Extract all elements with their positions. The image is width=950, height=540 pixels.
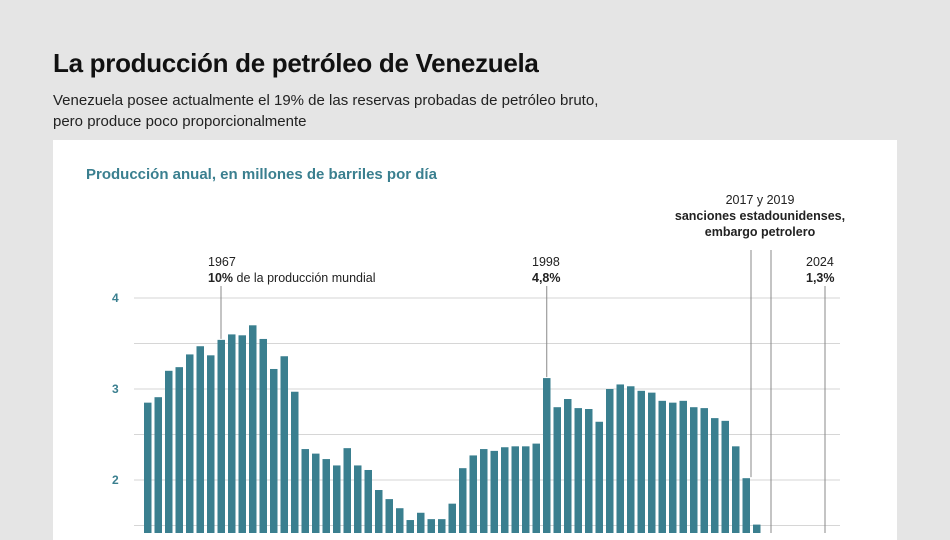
bar-2003: [595, 421, 603, 533]
bar-2012: [690, 407, 698, 533]
bar-2006: [627, 386, 635, 533]
bar-1995: [511, 446, 519, 533]
annotation-1998: 1998 4,8%: [532, 254, 561, 286]
annotation-year: 1967: [208, 255, 236, 269]
bar-1983: [385, 499, 393, 533]
bar-1970: [249, 325, 257, 533]
bar-1963: [175, 367, 183, 533]
bar-1980: [354, 465, 362, 533]
annotation-1967: 1967 10% de la producción mundial: [208, 254, 375, 286]
bar-1973: [280, 356, 288, 533]
y-tick-label: 4: [112, 291, 119, 305]
chart-title: Producción anual, en millones de barrile…: [86, 166, 437, 183]
bar-1981: [364, 469, 372, 533]
bar-1975: [301, 449, 309, 533]
bar-2013: [700, 408, 708, 533]
bar-1965: [196, 346, 204, 533]
annotation-value: 1,3%: [806, 271, 835, 285]
bar-1978: [333, 465, 341, 533]
bar-1988: [438, 519, 446, 533]
bar-2005: [616, 384, 624, 533]
bar-2018: [753, 524, 761, 533]
annotation-year: 1998: [532, 255, 560, 269]
bar-2004: [606, 389, 614, 533]
bar-1991: [469, 455, 477, 533]
annotation-text: de la producción mundial: [233, 271, 376, 285]
annotation-2024: 2024 1,3%: [806, 254, 835, 286]
bar-1976: [312, 453, 320, 533]
bar-1997: [532, 443, 540, 533]
annotation-value: 4,8%: [532, 271, 561, 285]
bar-2002: [585, 409, 593, 533]
bar-1971: [259, 338, 267, 533]
bar-1977: [322, 459, 330, 533]
bar-2010: [669, 402, 677, 533]
bar-2000: [564, 399, 572, 533]
bar-1972: [270, 368, 278, 533]
page-subtitle: Venezuela posee actualmente el 19% de la…: [53, 90, 693, 132]
bar-2016: [732, 446, 740, 533]
bar-2015: [721, 420, 729, 533]
bar-1999: [553, 407, 561, 533]
bar-1967: [217, 339, 225, 533]
bar-2001: [574, 408, 582, 533]
bar-2011: [679, 400, 687, 533]
page-title: La producción de petróleo de Venezuela: [53, 48, 539, 78]
bar-1990: [459, 468, 467, 533]
bar-2007: [637, 390, 645, 533]
bar-2017: [742, 478, 750, 533]
bar-1964: [186, 354, 194, 533]
bar-2014: [711, 418, 719, 533]
bar-1984: [396, 508, 404, 533]
bar-1982: [375, 490, 383, 533]
bar-2009: [658, 400, 666, 533]
subtitle-line-1: Venezuela posee actualmente el 19% de la…: [53, 92, 599, 109]
bar-1989: [448, 503, 456, 533]
annotation-value: 10%: [208, 271, 234, 285]
annotation-year: 2017 y 2019: [725, 193, 795, 207]
y-tick-label: 2: [112, 473, 119, 487]
bar-1974: [291, 391, 299, 533]
bar-1960: [144, 402, 152, 533]
bar-1992: [480, 449, 488, 533]
subtitle-line-2: pero produce poco proporcionalmente: [53, 113, 307, 130]
bar-1969: [238, 335, 246, 533]
bar-1993: [490, 450, 498, 533]
annotation-text: embargo petrolero: [704, 225, 816, 239]
bar-1979: [343, 448, 351, 533]
bar-1998: [543, 378, 551, 533]
bar-1966: [207, 355, 215, 533]
bar-1962: [165, 370, 173, 533]
bar-1968: [228, 334, 236, 533]
annotation-sanctions: 2017 y 2019 sanciones estadounidenses, e…: [650, 192, 870, 240]
bar-1986: [417, 512, 425, 533]
bar-1961: [154, 397, 162, 533]
bar-1985: [406, 520, 414, 533]
annotation-text: sanciones estadounidenses,: [674, 209, 846, 223]
bar-2008: [648, 392, 656, 533]
y-tick-label: 3: [112, 382, 119, 396]
bar-1994: [501, 447, 509, 533]
annotation-year: 2024: [806, 255, 834, 269]
bar-1987: [427, 519, 435, 533]
bar-1996: [522, 446, 530, 533]
